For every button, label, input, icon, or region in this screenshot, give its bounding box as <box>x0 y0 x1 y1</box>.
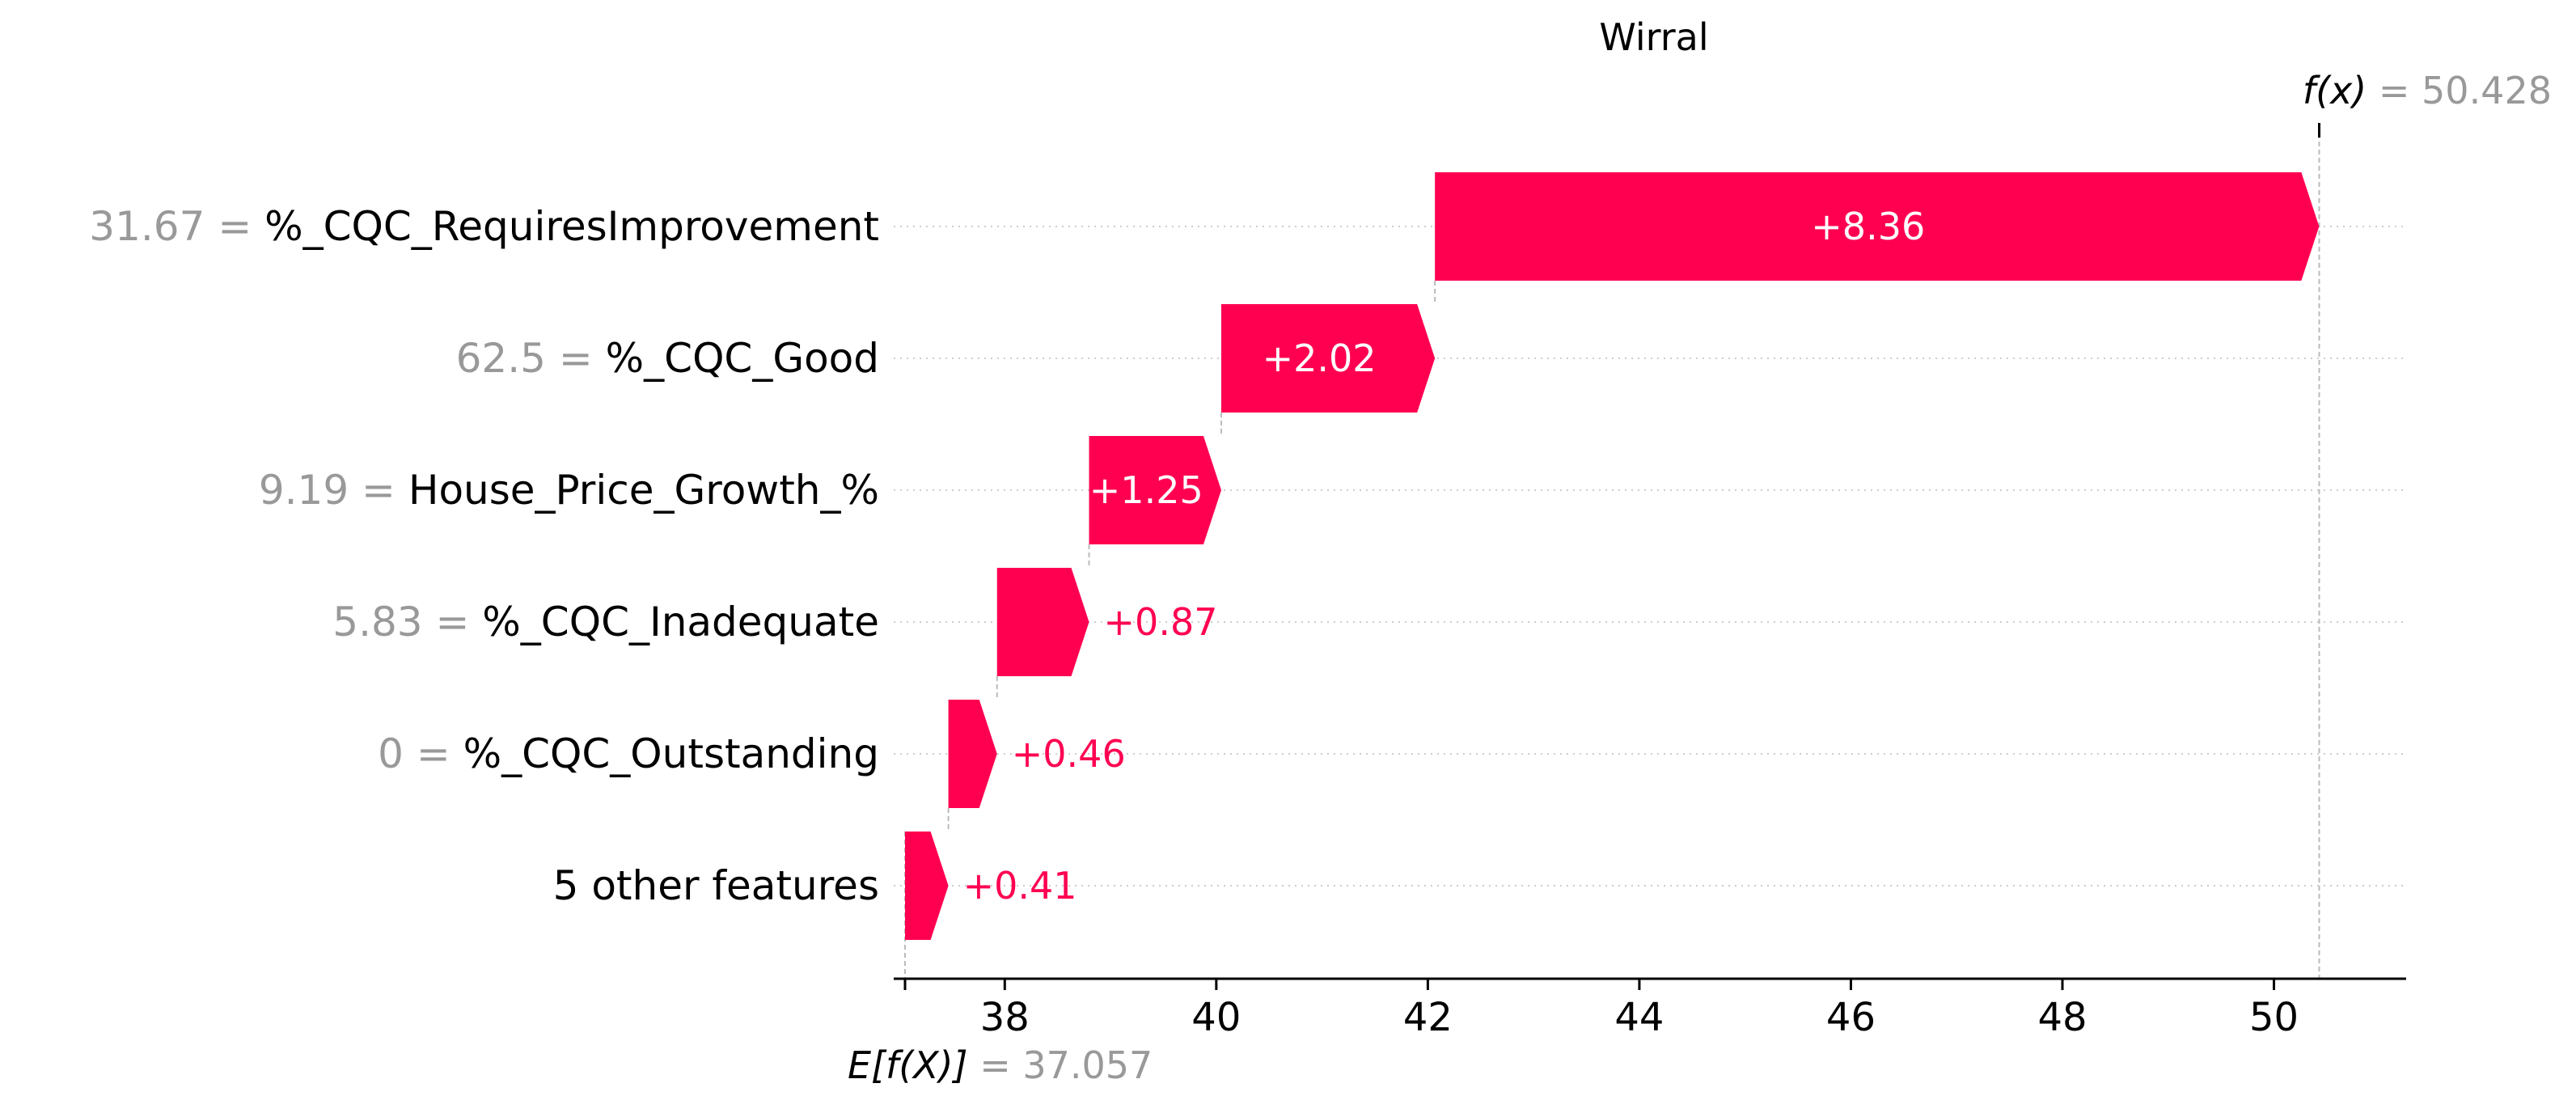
contribution-label: +8.36 <box>1811 205 1925 248</box>
x-tick-label: 48 <box>2037 995 2087 1040</box>
feature-value: 62.5 = <box>456 335 606 382</box>
feature-value: 31.67 = <box>89 203 264 250</box>
contribution-label: +2.02 <box>1263 336 1377 380</box>
contribution-bar <box>1435 172 2320 281</box>
bar-layer <box>904 172 2320 940</box>
chart-title: Wirral <box>1599 15 1708 59</box>
contribution-bar <box>1220 304 1436 413</box>
feature-name: House_Price_Growth_% <box>408 467 879 514</box>
feature-label: 5.83 = %_CQC_Inadequate <box>332 599 879 645</box>
contribution-bar <box>948 700 997 808</box>
feature-name: %_CQC_Good <box>606 335 879 382</box>
feature-label: 9.19 = House_Price_Growth_% <box>259 467 879 514</box>
feature-name: %_CQC_RequiresImprovement <box>264 203 879 250</box>
x-tick-label: 46 <box>1826 995 1876 1040</box>
contribution-label: +0.87 <box>1104 600 1218 644</box>
base-value-label: 37.057 <box>1022 1043 1153 1087</box>
x-tick-label: 40 <box>1191 995 1241 1040</box>
contribution-bar <box>996 568 1089 676</box>
feature-value: 5.83 = <box>332 599 482 645</box>
feature-label: 62.5 = %_CQC_Good <box>456 335 879 382</box>
base-value-annotation: E[f(X)] = 37.057 <box>848 1043 1153 1087</box>
base-label-text: E[f(X)] <box>848 1043 968 1087</box>
feature-value: 0 = <box>378 730 463 777</box>
x-tick-label: 38 <box>980 995 1030 1040</box>
contribution-label: +0.46 <box>1012 732 1126 776</box>
feature-label: 0 = %_CQC_Outstanding <box>378 730 879 777</box>
output-value-annotation: f(x) = 50.428 <box>2303 69 2552 112</box>
contribution-bar <box>1089 436 1221 544</box>
contribution-bar <box>904 832 949 940</box>
contribution-label: +0.41 <box>963 864 1077 908</box>
feature-value: 9.19 = <box>259 467 408 514</box>
feature-name: %_CQC_Outstanding <box>463 730 879 777</box>
feature-label: 5 other features <box>553 862 879 909</box>
grid-layer <box>894 226 2406 887</box>
x-tick-label: 50 <box>2249 995 2299 1040</box>
x-tick-label: 42 <box>1403 995 1453 1040</box>
label-layer: +8.36 31.67 = %_CQC_RequiresImprovement +2… <box>89 203 1925 909</box>
contribution-label: +1.25 <box>1089 468 1203 512</box>
x-axis: 38 40 42 44 46 48 50 <box>894 977 2406 1040</box>
feature-label: 31.67 = %_CQC_RequiresImprovement <box>89 203 879 250</box>
output-label-text: f(x) <box>2303 69 2367 112</box>
x-tick-label: 44 <box>1614 995 1664 1040</box>
feature-name: 5 other features <box>553 862 879 909</box>
feature-name: %_CQC_Inadequate <box>482 599 879 645</box>
output-value-label: 50.428 <box>2422 69 2552 112</box>
